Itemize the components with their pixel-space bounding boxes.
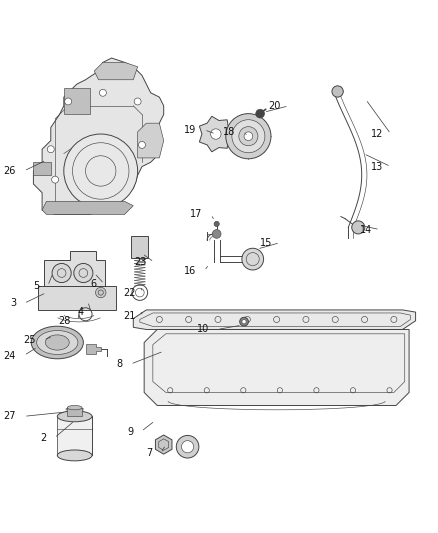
Circle shape <box>47 146 54 153</box>
Text: 7: 7 <box>147 448 153 458</box>
Text: 23: 23 <box>134 257 146 267</box>
Text: 2: 2 <box>40 433 46 443</box>
Text: 28: 28 <box>58 316 71 326</box>
Text: 15: 15 <box>260 238 272 248</box>
Text: 6: 6 <box>90 279 96 289</box>
Polygon shape <box>133 310 416 329</box>
Text: 22: 22 <box>123 288 135 297</box>
Polygon shape <box>94 62 138 80</box>
Ellipse shape <box>46 335 69 350</box>
Ellipse shape <box>67 406 82 410</box>
Circle shape <box>226 114 271 159</box>
Circle shape <box>211 129 221 139</box>
Circle shape <box>256 109 265 118</box>
Circle shape <box>242 319 246 324</box>
Text: 17: 17 <box>191 209 203 220</box>
Text: 21: 21 <box>123 311 135 321</box>
Circle shape <box>244 132 253 141</box>
Circle shape <box>240 317 248 326</box>
Text: 19: 19 <box>184 125 196 135</box>
Circle shape <box>332 86 343 97</box>
Polygon shape <box>38 286 116 310</box>
Circle shape <box>64 134 138 208</box>
Polygon shape <box>85 344 101 354</box>
Text: 20: 20 <box>268 101 281 111</box>
Circle shape <box>232 120 265 153</box>
Ellipse shape <box>37 330 78 354</box>
Circle shape <box>95 287 106 298</box>
Polygon shape <box>57 416 92 455</box>
Text: 25: 25 <box>23 335 35 345</box>
Ellipse shape <box>31 326 83 359</box>
Polygon shape <box>199 116 234 152</box>
Bar <box>131 236 148 258</box>
Text: 10: 10 <box>197 325 209 335</box>
Circle shape <box>239 127 258 146</box>
Circle shape <box>242 248 264 270</box>
Text: 5: 5 <box>34 281 40 291</box>
Polygon shape <box>33 58 164 214</box>
Text: 18: 18 <box>223 127 235 137</box>
Polygon shape <box>138 123 164 158</box>
Circle shape <box>181 441 194 453</box>
Text: 8: 8 <box>117 359 123 369</box>
Text: 9: 9 <box>127 426 133 437</box>
Ellipse shape <box>57 450 92 461</box>
Text: 3: 3 <box>10 298 16 309</box>
Text: 27: 27 <box>4 411 16 421</box>
Text: 13: 13 <box>371 161 383 172</box>
Circle shape <box>138 141 145 148</box>
Text: 12: 12 <box>371 129 383 139</box>
Polygon shape <box>44 251 105 286</box>
Circle shape <box>214 221 219 227</box>
Circle shape <box>134 98 141 105</box>
Ellipse shape <box>57 411 92 422</box>
Polygon shape <box>33 162 51 175</box>
Text: 4: 4 <box>77 307 83 317</box>
Text: 26: 26 <box>4 166 16 176</box>
Text: 24: 24 <box>4 351 16 360</box>
Circle shape <box>52 176 59 183</box>
Text: 14: 14 <box>360 224 372 235</box>
Polygon shape <box>155 435 172 454</box>
Circle shape <box>212 230 221 238</box>
Circle shape <box>52 263 71 282</box>
Polygon shape <box>144 329 409 406</box>
Circle shape <box>99 90 106 96</box>
Polygon shape <box>64 88 90 115</box>
Circle shape <box>74 263 93 282</box>
Circle shape <box>65 98 72 105</box>
Polygon shape <box>42 201 133 214</box>
Text: 16: 16 <box>184 266 196 276</box>
Circle shape <box>176 435 199 458</box>
Polygon shape <box>67 408 82 416</box>
Circle shape <box>352 221 365 234</box>
